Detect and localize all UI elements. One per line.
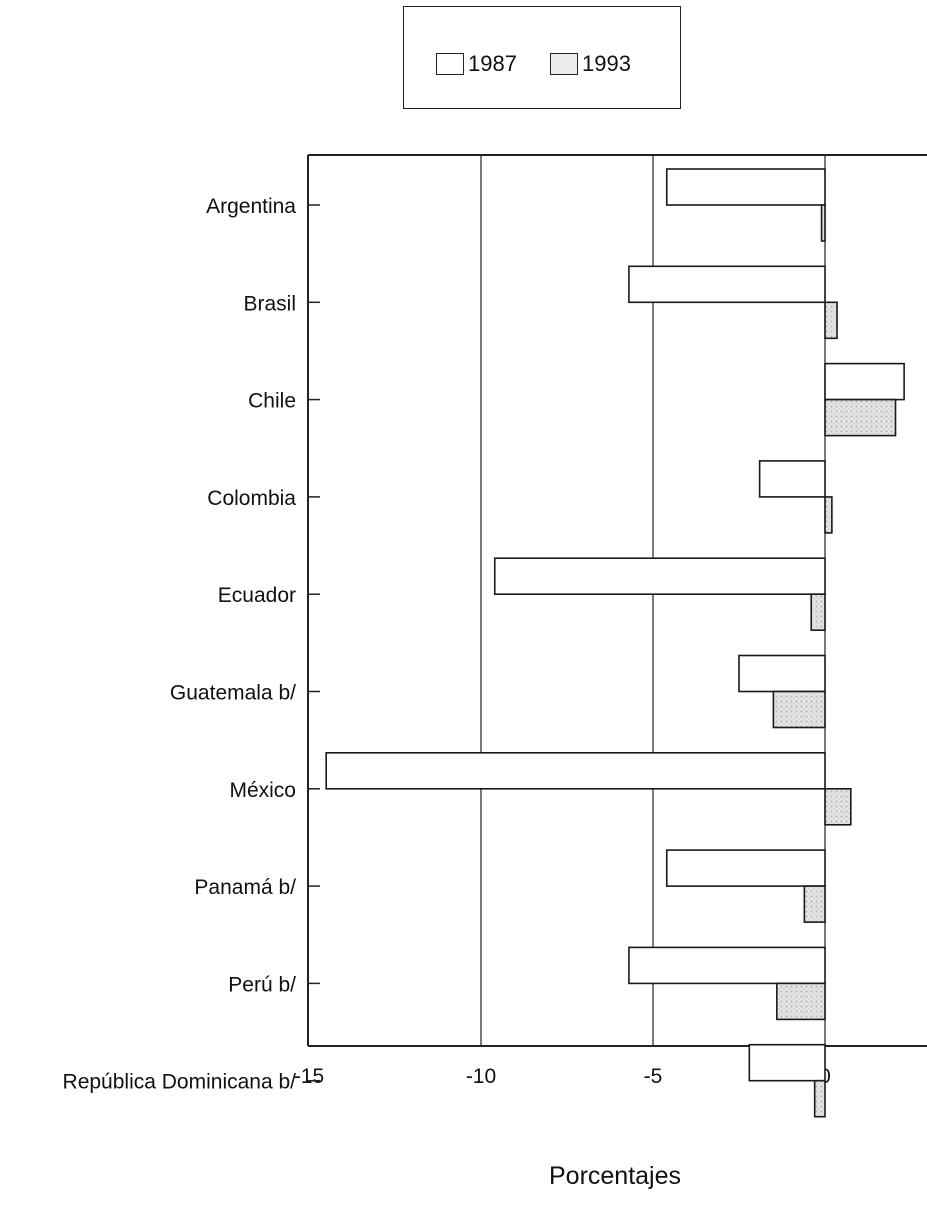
x-axis-title: Porcentajes xyxy=(549,1162,681,1190)
bar-1993 xyxy=(824,787,852,826)
bar-1993 xyxy=(820,204,826,242)
y-tick-label: Brasil xyxy=(243,292,296,315)
bar-1993 xyxy=(803,885,826,923)
bar-1987 xyxy=(738,654,826,693)
y-tick-label: Chile xyxy=(248,390,296,413)
legend-item-1987: 1987 xyxy=(436,51,517,77)
bar-1993 xyxy=(824,398,897,437)
y-tick-label: Guatemala b/ xyxy=(170,682,296,705)
legend-label-1993: 1993 xyxy=(582,51,631,76)
bar-1987 xyxy=(665,849,826,887)
x-tick-label: -15 xyxy=(294,1065,324,1088)
legend-swatch-1987 xyxy=(436,53,464,75)
x-tick-label: -10 xyxy=(466,1065,496,1088)
y-tick-label: Perú b/ xyxy=(228,973,296,996)
y-tick-label: México xyxy=(229,779,296,802)
legend-swatch-1993 xyxy=(550,53,578,75)
bar-1987 xyxy=(493,557,826,596)
bar-1987 xyxy=(628,946,826,985)
bar-1987 xyxy=(665,168,826,206)
bar-1987 xyxy=(325,751,826,790)
bar-1993 xyxy=(824,496,833,534)
bar-1993 xyxy=(810,593,826,632)
bar-1987 xyxy=(824,362,905,401)
bar-1987 xyxy=(758,460,826,498)
y-tick-label: Panamá b/ xyxy=(194,876,296,899)
bar-1993 xyxy=(813,1079,826,1118)
bar-1993 xyxy=(772,690,826,729)
legend-label-1987: 1987 xyxy=(468,51,517,76)
y-tick-label: Argentina xyxy=(206,195,296,218)
bar-1993 xyxy=(824,301,838,340)
bar-1993 xyxy=(776,982,826,1021)
bar-1987 xyxy=(628,265,826,304)
legend-item-1993: 1993 xyxy=(550,51,631,77)
bar-1987 xyxy=(748,1043,826,1082)
legend: 1987 1993 xyxy=(403,6,681,109)
y-tick-label: República Dominicana b/ xyxy=(63,1071,297,1094)
y-tick-label: Colombia xyxy=(207,487,296,510)
x-tick-label: -5 xyxy=(644,1065,663,1088)
y-tick-label: Ecuador xyxy=(218,584,296,607)
